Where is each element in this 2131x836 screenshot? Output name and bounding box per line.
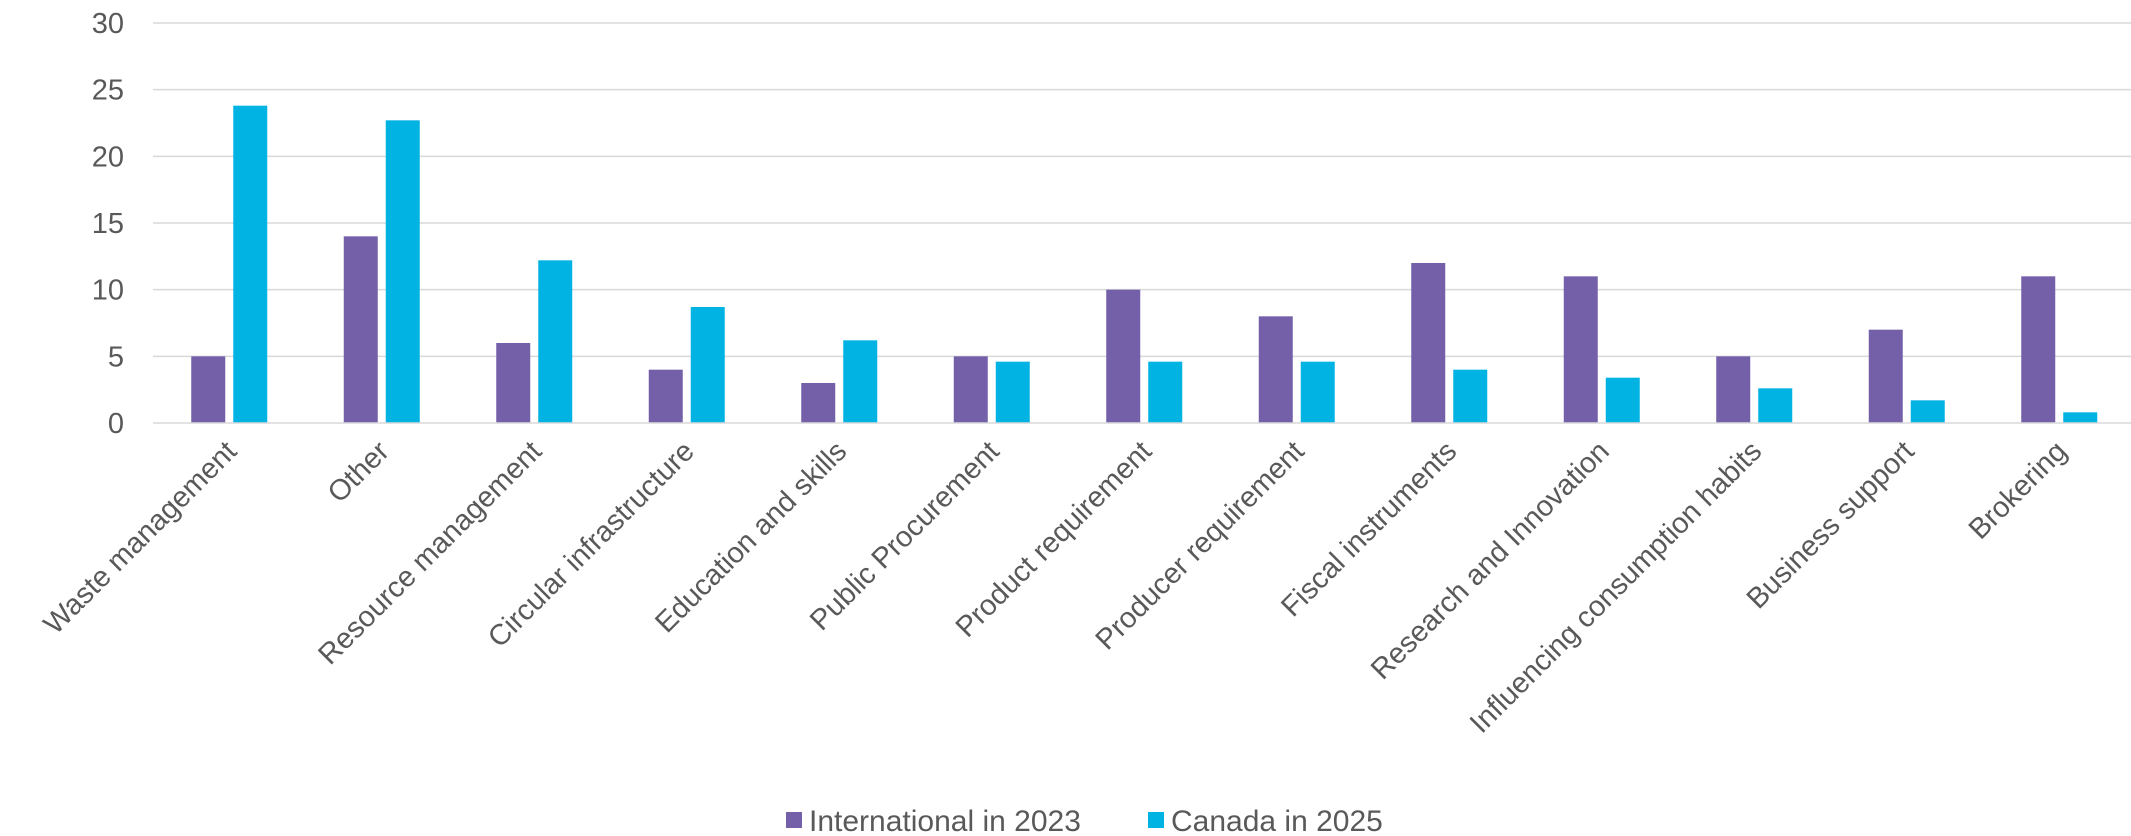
x-tick-label: Waste management [38, 435, 243, 640]
bar-canada-2025 [1300, 361, 1335, 423]
bar-canada-2025 [843, 340, 878, 423]
legend-label: Canada in 2025 [1171, 805, 1383, 836]
bar-canada-2025 [995, 361, 1030, 423]
x-tick-label: Influencing consumption habits [1464, 435, 1768, 739]
bar-international-2023 [343, 236, 378, 423]
bar-canada-2025 [1758, 388, 1793, 423]
y-tick-label: 15 [92, 208, 124, 240]
bar-international-2023 [1716, 356, 1751, 423]
bar-canada-2025 [538, 260, 573, 423]
legend: International in 2023 Canada in 2025 [786, 805, 1383, 836]
bar-international-2023 [1563, 276, 1598, 423]
x-tick-label: Other [322, 435, 396, 509]
y-tick-label: 0 [108, 408, 124, 440]
legend-swatch [1148, 812, 1164, 828]
gridlines [153, 22, 2131, 358]
y-tick-label: 25 [92, 75, 124, 107]
bar-canada-2025 [1605, 377, 1640, 423]
y-tick-label: 10 [92, 275, 124, 307]
bar-international-2023 [1411, 263, 1446, 423]
bar-canada-2025 [2063, 412, 2098, 423]
bar-international-2023 [1258, 316, 1293, 423]
bar-canada-2025 [1910, 400, 1945, 423]
bar-international-2023 [648, 369, 683, 423]
bar-canada-2025 [1453, 369, 1488, 423]
x-tick-label: Brokering [1963, 435, 2073, 545]
legend-swatch [786, 812, 802, 828]
y-tick-label: 20 [92, 141, 124, 173]
bar-international-2023 [1868, 329, 1903, 423]
y-axis-tick-labels: 0 5 10 15 20 25 30 [92, 8, 124, 440]
y-tick-label: 30 [92, 8, 124, 40]
y-tick-label: 5 [108, 341, 124, 373]
bar-international-2023 [496, 343, 531, 423]
bar-international-2023 [953, 356, 988, 423]
bar-canada-2025 [233, 105, 268, 424]
bars [191, 105, 2098, 424]
bar-international-2023 [2021, 276, 2056, 423]
bar-canada-2025 [385, 120, 420, 423]
bar-canada-2025 [690, 307, 725, 423]
bar-international-2023 [801, 383, 836, 423]
bar-international-2023 [191, 356, 226, 423]
bar-canada-2025 [1148, 361, 1183, 423]
legend-label: International in 2023 [809, 805, 1081, 836]
x-tick-label: Business support [1741, 435, 1921, 615]
bar-international-2023 [1106, 289, 1141, 423]
